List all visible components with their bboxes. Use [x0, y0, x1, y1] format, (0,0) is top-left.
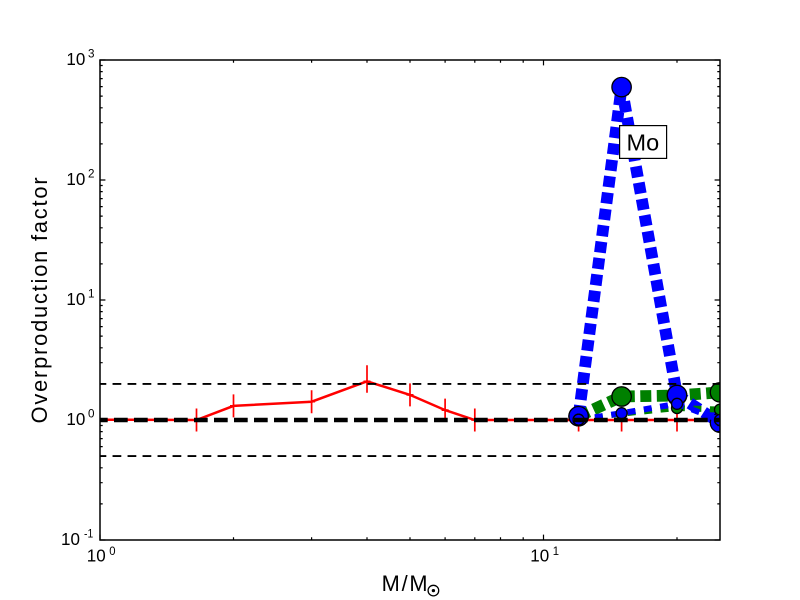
svg-text:10: 10	[66, 289, 85, 309]
svg-text:3: 3	[88, 47, 95, 60]
svg-text:Overproduction factor: Overproduction factor	[27, 177, 52, 423]
svg-text:0: 0	[88, 407, 95, 420]
svg-text:Mo: Mo	[627, 130, 660, 156]
svg-text:10: 10	[61, 529, 80, 549]
svg-text:10: 10	[87, 545, 106, 565]
svg-text:-1: -1	[84, 527, 93, 540]
svg-text:M/M: M/M	[382, 571, 428, 596]
svg-text:10: 10	[530, 545, 549, 565]
svg-text:1: 1	[88, 287, 95, 300]
svg-text:1: 1	[553, 545, 559, 558]
svg-text:0: 0	[109, 545, 116, 558]
svg-text:10: 10	[66, 169, 85, 189]
svg-text:10: 10	[66, 49, 85, 69]
svg-text:2: 2	[88, 167, 95, 180]
svg-text:10: 10	[66, 409, 85, 429]
